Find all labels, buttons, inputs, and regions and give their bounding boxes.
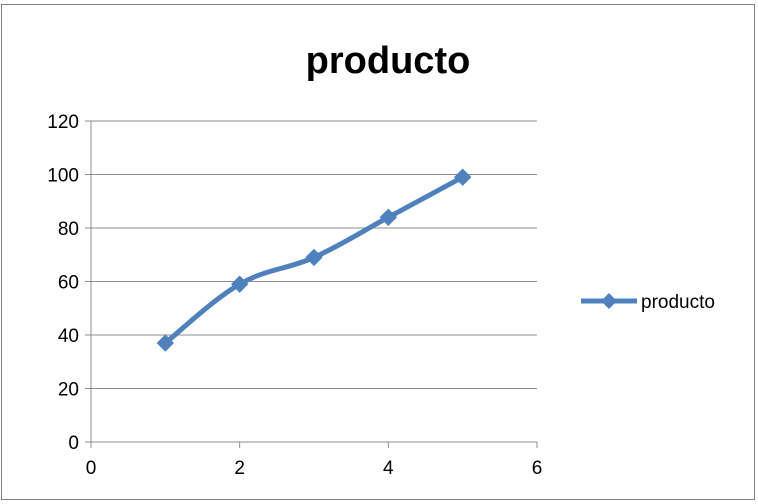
y-tick-label: 80 (58, 219, 79, 240)
y-tick-label: 0 (68, 433, 79, 454)
x-tick-label: 4 (383, 458, 394, 479)
y-tick-label: 60 (58, 273, 79, 294)
x-tick-label: 0 (86, 458, 97, 479)
axes: 0 20 40 60 80 100 120 0 2 4 6 (47, 112, 542, 479)
chart: producto 0 20 40 60 80 100 120 0 2 4 6 producto (47, 40, 715, 479)
y-tick-label: 120 (47, 112, 79, 133)
series-layer (156, 168, 472, 352)
y-tick-label: 20 (58, 380, 79, 401)
legend-marker (601, 293, 617, 309)
data-point (453, 168, 472, 186)
chart-title: producto (306, 40, 471, 82)
chart-frame: producto 0 20 40 60 80 100 120 0 2 4 6 producto (1, 4, 755, 500)
data-point (230, 275, 249, 293)
legend: producto (581, 292, 715, 313)
data-point (379, 208, 398, 227)
data-point (305, 248, 323, 267)
y-tick-label: 40 (58, 326, 79, 347)
data-point (156, 334, 175, 352)
x-tick-label: 2 (234, 458, 245, 479)
legend-label: producto (641, 292, 715, 313)
x-tick-label: 6 (532, 458, 543, 479)
y-tick-label: 100 (47, 166, 79, 187)
